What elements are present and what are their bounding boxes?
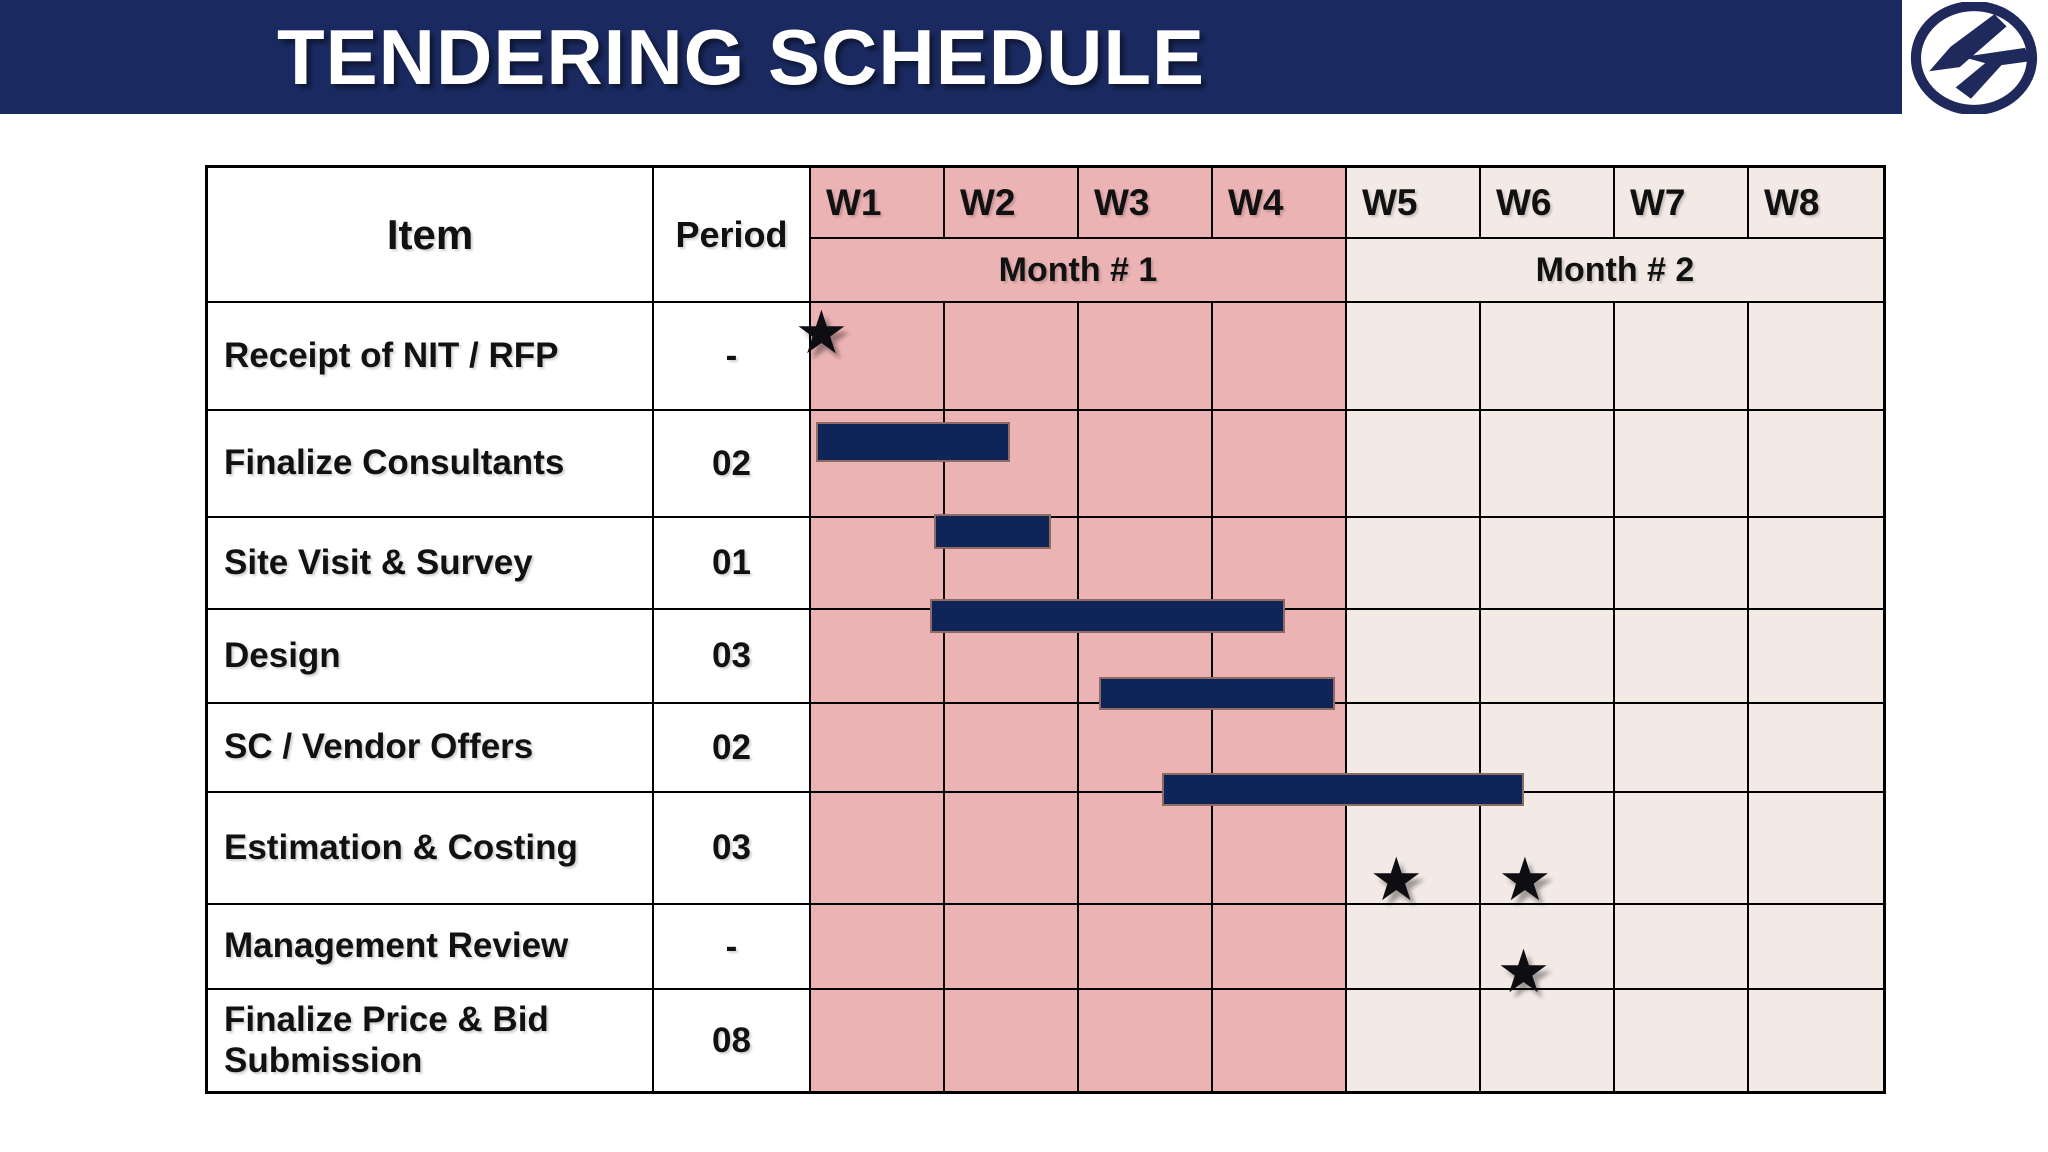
week-cell [1347,610,1481,704]
week-cell [1615,704,1749,793]
week-header-w4: W4 [1213,168,1347,239]
item-cell: SC / Vendor Offers [208,704,654,793]
week-cell [1079,990,1213,1091]
week-header-w3: W3 [1079,168,1213,239]
period-cell: - [654,303,811,411]
week-cell [1347,905,1481,990]
week-header-w2: W2 [945,168,1079,239]
week-cell [1347,518,1481,610]
logo-panel [1903,0,2048,118]
week-cell [811,990,945,1091]
gantt-bar [933,514,1051,549]
gantt-bar [816,422,1011,462]
week-cell [811,905,945,990]
week-cell [811,303,945,411]
week-cell [1213,793,1347,905]
period-cell: 01 [654,518,811,610]
week-cell [1749,990,1883,1091]
week-cell [1615,518,1749,610]
period-cell: 02 [654,411,811,518]
item-cell: Management Review [208,905,654,990]
milestone-star-icon: ★ [1369,846,1424,913]
month-1-header: Month # 1 [811,239,1347,303]
item-cell: Site Visit & Survey [208,518,654,610]
week-cell [811,610,945,704]
week-cell [1749,905,1883,990]
week-cell [1213,518,1347,610]
logo-l-glyph [1929,14,2007,72]
item-cell: Design [208,610,654,704]
week-cell [945,704,1079,793]
week-header-w6: W6 [1481,168,1615,239]
week-cell [1481,518,1615,610]
week-cell [1749,793,1883,905]
week-cell [1481,905,1615,990]
week-cell [1347,990,1481,1091]
week-header-w7: W7 [1615,168,1749,239]
week-cell [1213,303,1347,411]
week-header-w5: W5 [1347,168,1481,239]
schedule-table: Item Period Month # 1 Month # 2 W1 W2 W3 W4… [205,165,1886,1094]
week-cell [1749,411,1883,518]
week-cell [1481,411,1615,518]
lt-logo [1910,2,2038,114]
week-cell [1749,518,1883,610]
week-cell [1347,793,1481,905]
week-header-w8: W8 [1749,168,1883,239]
week-cell [811,793,945,905]
week-cell [1481,793,1615,905]
period-cell: - [654,905,811,990]
week-cell [1347,303,1481,411]
week-cell [1079,518,1213,610]
week-cell [945,905,1079,990]
week-cell [1481,303,1615,411]
item-cell: Receipt of NIT / RFP [208,303,654,411]
week-cell [945,793,1079,905]
week-cell [1213,411,1347,518]
week-cell [1079,303,1213,411]
item-column-header: Item [208,168,654,303]
week-cell [1749,704,1883,793]
period-cell: 02 [654,704,811,793]
week-cell [1079,793,1213,905]
milestone-star-icon: ★ [1496,938,1551,1005]
week-cell [1615,990,1749,1091]
period-cell: 03 [654,793,811,905]
item-cell: Finalize Consultants [208,411,654,518]
week-cell [1347,411,1481,518]
week-cell [1481,610,1615,704]
week-cell [1079,905,1213,990]
week-cell [1213,990,1347,1091]
gantt-bar [1161,773,1524,806]
period-cell: 08 [654,990,811,1091]
title-banner [0,0,1902,114]
week-cell [1749,610,1883,704]
milestone-star-icon: ★ [1497,846,1552,913]
item-cell: Finalize Price & Bid Submission [208,990,654,1091]
period-cell: 03 [654,610,811,704]
week-cell [1615,610,1749,704]
logo-t-glyph [1955,47,2033,99]
week-cell [1615,905,1749,990]
period-column-header: Period [654,168,811,303]
item-cell: Estimation & Costing [208,793,654,905]
milestone-star-icon: ★ [794,299,849,366]
week-cell [811,518,945,610]
week-cell [1615,411,1749,518]
week-cell [811,704,945,793]
gantt-bar [929,599,1286,633]
week-cell [1481,990,1615,1091]
gantt-bar [1098,677,1335,710]
week-cell [1615,793,1749,905]
week-cell [945,990,1079,1091]
week-cell [1615,303,1749,411]
week-header-w1: W1 [811,168,945,239]
month-2-header: Month # 2 [1347,239,1883,303]
week-cell [1079,411,1213,518]
week-cell [1749,303,1883,411]
week-cell [1213,905,1347,990]
page-title: TENDERING SCHEDULE [277,13,1206,101]
week-cell [945,303,1079,411]
